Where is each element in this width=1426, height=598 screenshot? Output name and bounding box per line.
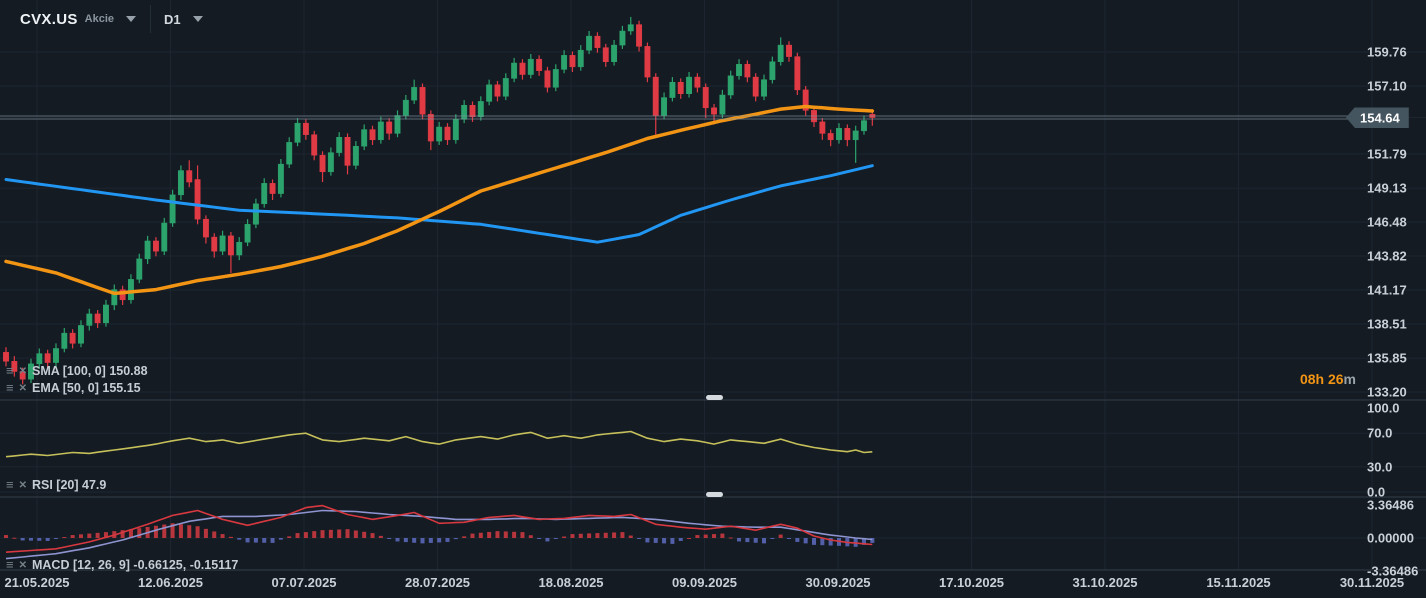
price-tick-label: 143.82 [1367, 248, 1407, 264]
timeframe-dropdown-caret-icon[interactable] [192, 16, 203, 22]
symbol-dropdown-caret-icon[interactable] [126, 16, 137, 22]
ema-legend-row: ≡ ✕ EMA [50, 0] 155.15 [6, 381, 141, 395]
header-divider [150, 5, 152, 33]
close-icon[interactable]: ✕ [18, 382, 27, 394]
date-tick-label: 30.09.2025 [805, 575, 871, 590]
sma-legend-label: SMA [100, 0] 150.88 [31, 364, 148, 378]
rsi-tick-label: 100.0 [1367, 400, 1400, 416]
rsi-tick-label: 0.0 [1367, 484, 1386, 500]
date-tick-label: 21.05.2025 [4, 575, 70, 590]
date-tick-label: 09.09.2025 [671, 575, 738, 590]
price-tick-label: 138.51 [1367, 316, 1407, 332]
close-icon[interactable]: ✕ [18, 365, 27, 377]
menu-icon[interactable]: ≡ [6, 363, 14, 378]
session-countdown: 08h 26m [1236, 371, 1356, 387]
rsi-tick-label: 30.0 [1367, 459, 1393, 475]
close-icon[interactable]: ✕ [18, 479, 27, 491]
close-icon[interactable]: ✕ [18, 559, 27, 571]
current-price-badge: 154.64 [1346, 107, 1409, 129]
price-tick-label: 151.79 [1367, 146, 1407, 162]
chart-header: CVX.US Akcie D1 [0, 0, 203, 38]
date-tick-label: 18.08.2025 [538, 575, 604, 590]
macd-legend-row: ≡ ✕ MACD [12, 26, 9] -0.66125, -0.15117 [6, 558, 238, 572]
rsi-legend-label: RSI [20] 47.9 [31, 478, 107, 492]
price-tick-label: 146.48 [1367, 214, 1407, 230]
macd-legend-label: MACD [12, 26, 9] -0.66125, -0.15117 [31, 558, 239, 572]
countdown-time: 08h 26 [1299, 371, 1344, 387]
price-tick-label: 149.13 [1367, 180, 1407, 196]
rsi-tick-label: 70.0 [1367, 425, 1393, 441]
date-tick-label: 17.10.2025 [938, 575, 1005, 590]
macd-tick-label: 3.36486 [1367, 497, 1414, 513]
menu-icon[interactable]: ≡ [6, 557, 14, 572]
date-tick-label: 15.11.2025 [1206, 575, 1271, 590]
price-tick-label: 135.85 [1367, 350, 1407, 366]
date-tick-label: 28.07.2025 [404, 575, 471, 590]
price-tick-label: 141.17 [1367, 282, 1407, 298]
date-tick-label: 31.10.2025 [1072, 575, 1138, 590]
menu-icon[interactable]: ≡ [6, 380, 14, 395]
sma-legend-row: ≡ ✕ SMA [100, 0] 150.88 [6, 364, 148, 378]
rsi-legend-row: ≡ ✕ RSI [20] 47.9 [6, 478, 106, 492]
symbol-label: CVX.US [20, 10, 78, 28]
rsi-panel-resize-handle[interactable] [706, 395, 723, 400]
date-tick-label: 07.07.2025 [271, 575, 337, 590]
price-tick-label: 133.20 [1367, 384, 1407, 400]
price-tick-label: 157.10 [1367, 78, 1407, 94]
macd-panel-resize-handle[interactable] [706, 492, 723, 497]
timeframe-selector[interactable]: D1 [164, 11, 181, 27]
macd-tick-label: 0.00000 [1367, 530, 1414, 546]
ema-legend-label: EMA [50, 0] 155.15 [31, 381, 141, 395]
price-tick-label: 159.76 [1367, 44, 1407, 60]
market-type-label: Akcie [84, 13, 115, 25]
date-tick-label: 30.11.2025 [1339, 575, 1405, 590]
date-tick-label: 12.06.2025 [137, 575, 204, 590]
macd-tick-label: -3.36486 [1367, 563, 1419, 579]
menu-icon[interactable]: ≡ [6, 477, 14, 492]
countdown-unit: m [1343, 371, 1356, 387]
